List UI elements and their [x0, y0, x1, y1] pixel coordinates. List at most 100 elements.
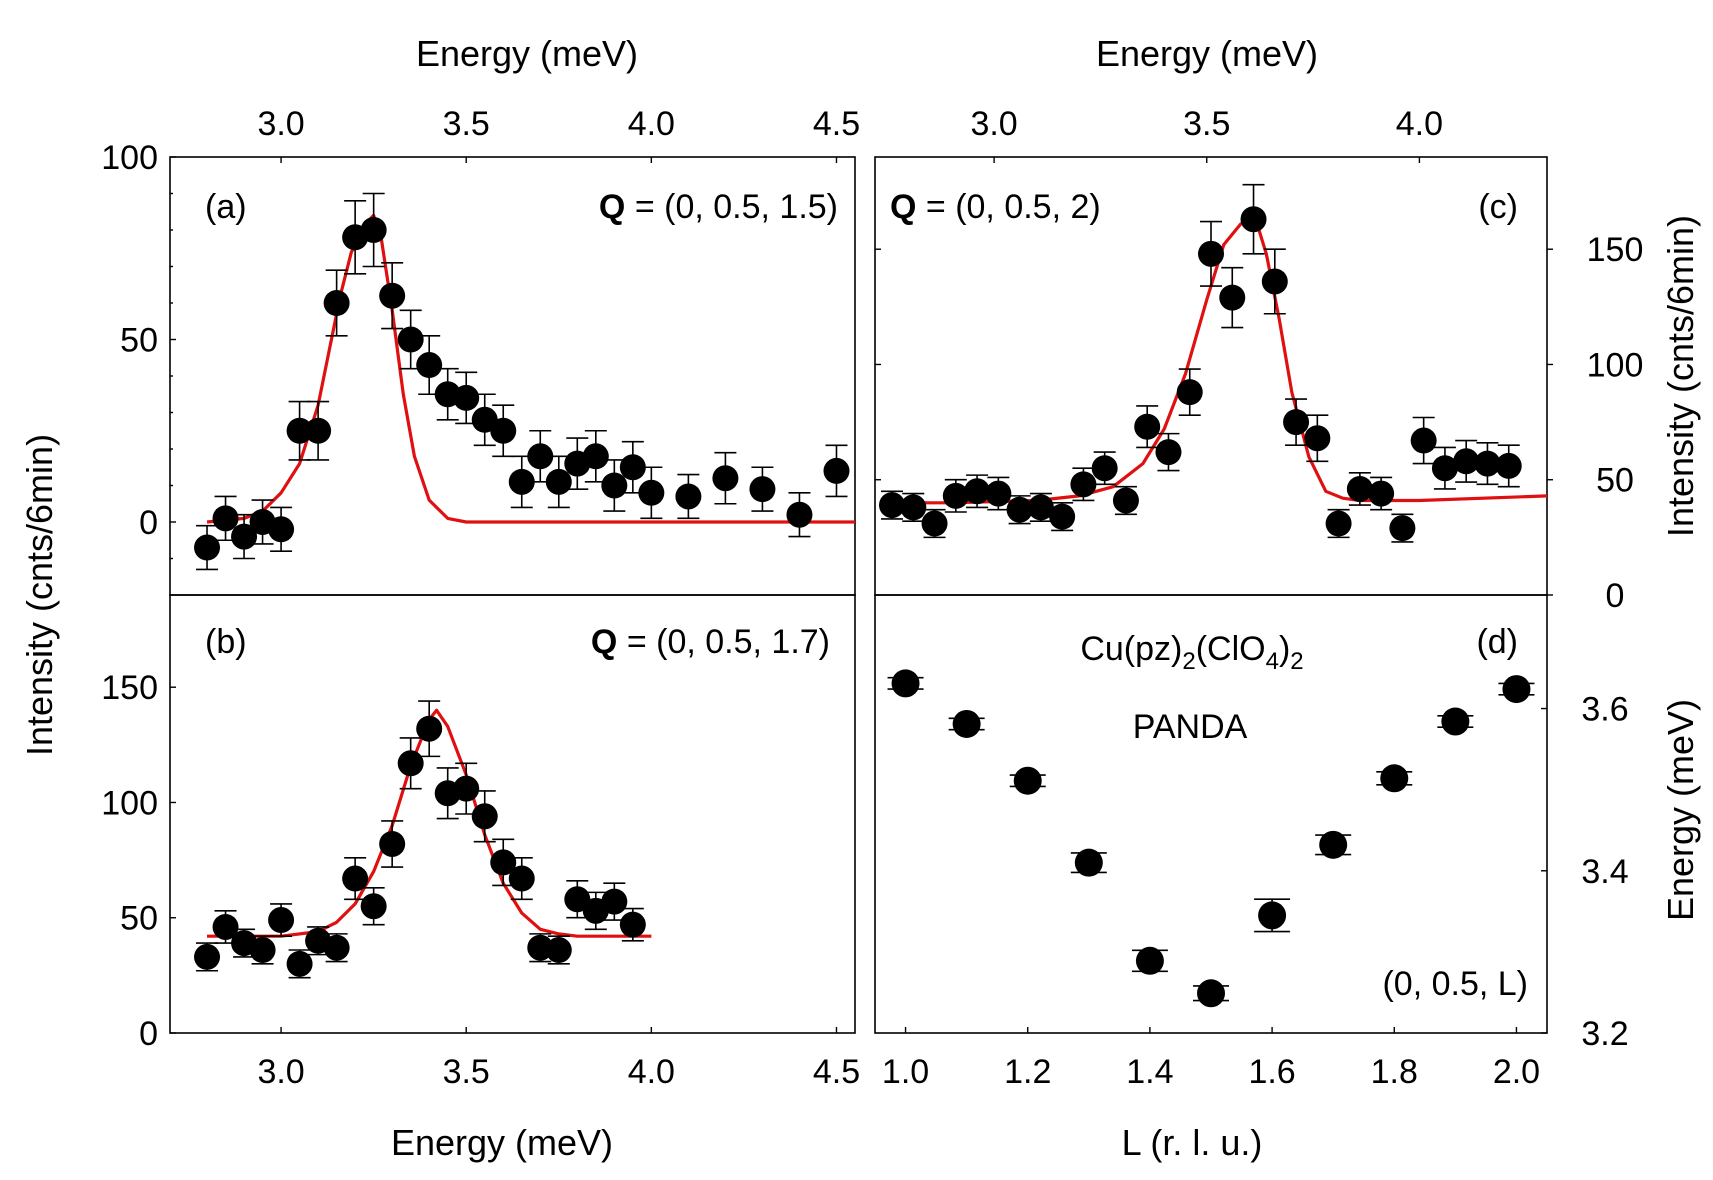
panel-d-data-point [1135, 946, 1164, 975]
panel-b-label: (b) [205, 623, 247, 661]
panel-b-data-point [249, 937, 276, 964]
instrument-label: PANDA [1133, 708, 1248, 746]
panel-a-data-point [786, 501, 813, 528]
panel-d-x-tick-label: 2.0 [1493, 1053, 1540, 1091]
panel-a-data-point [601, 472, 628, 499]
panel-d-x-tick-label: 1.0 [882, 1053, 929, 1091]
panel-a-q-annotation: Q = (0, 0.5, 1.5) [599, 188, 838, 226]
panel-c-data-point [1368, 480, 1395, 507]
panel-d-data-point [1013, 766, 1042, 795]
panel-c-data-point [1346, 475, 1373, 502]
panel-b-data-point [212, 913, 239, 940]
panel-c-data-point [1453, 448, 1480, 475]
panel-c-data-point [1155, 439, 1182, 466]
panel-c-data-point [1027, 494, 1054, 521]
left-axis-title: Intensity (cnts/6min) [19, 434, 60, 756]
panel-b-plot: 0 50 100 150 3.0 3.5 4.0 4.5 [101, 669, 860, 1091]
panel-a-data-point [545, 468, 572, 495]
panel-a-data-point [582, 443, 609, 470]
panel-a-x-tick-label: 3.5 [443, 105, 490, 143]
panel-c-y-tick-label: 0 [1606, 577, 1625, 615]
panel-a-data-point [379, 282, 406, 309]
panel-a-data-point [360, 217, 387, 243]
compound-part-1: Cu(pz) [1080, 630, 1182, 668]
panel-c-data-point [1112, 487, 1139, 514]
panel-c-data-point [1474, 450, 1501, 477]
panel-a-data-point [231, 523, 258, 550]
panel-c-data-point [1091, 455, 1118, 482]
panel-a-data-point [453, 384, 480, 411]
panel-b-data-point [342, 865, 369, 892]
panel-a-data-point [712, 465, 739, 492]
panel-d-x-tick-label: 1.6 [1248, 1053, 1295, 1091]
panel-c-data-point [879, 492, 906, 519]
panel-d-data-point [1074, 848, 1103, 877]
panel-b-y-tick-label: 50 [120, 900, 158, 938]
panel-b-y-tick-label: 0 [139, 1015, 158, 1053]
panel-d-x-tick-label: 1.4 [1126, 1053, 1173, 1091]
panel-b-q-annotation: Q = (0, 0.5, 1.7) [591, 623, 830, 661]
panel-a-data-point [323, 290, 350, 316]
panel-d-data-point [1319, 830, 1348, 859]
panel-c-data-point [1261, 268, 1288, 295]
panel-a-data-point [675, 483, 702, 510]
panel-c-data-point [1006, 496, 1033, 523]
compound-formula: Cu(pz)2(ClO4)2 [1080, 630, 1303, 675]
panel-a-y-tick-label: 50 [120, 322, 158, 360]
bottom-right-axis-title: L (r. l. u.) [1122, 1122, 1263, 1163]
panel-b-data-point [545, 937, 572, 964]
panel-d-data-point [1380, 764, 1409, 793]
panel-c-x-tick-label: 3.0 [970, 105, 1017, 143]
panel-b-data-point [601, 888, 628, 915]
panel-b-data-point [619, 911, 646, 938]
panel-c-data-point [964, 478, 991, 505]
panel-a-data-point [286, 417, 313, 444]
panel-c-data-point [1431, 455, 1458, 482]
panel-c-data-point [1304, 425, 1331, 452]
panel-a-label: (a) [205, 188, 247, 226]
right-bottom-axis-title: Energy (meV) [1660, 699, 1701, 921]
panel-d-data-point [891, 669, 920, 698]
panel-a-data-point [749, 476, 776, 503]
panel-c-data-point [1283, 409, 1310, 436]
panel-c-data-point [1410, 427, 1437, 454]
panel-b-data-point [471, 803, 498, 830]
panel-b-q-symbol: Q [591, 623, 617, 661]
panel-c-data-point [1049, 503, 1076, 530]
panel-c-data-point [1325, 510, 1352, 537]
panel-c-label: (c) [1478, 188, 1518, 226]
panel-c-data-point [1495, 452, 1522, 479]
panel-c-data-point [1389, 515, 1416, 542]
panel-d-data-point [1441, 707, 1470, 736]
panel-b-data-point [508, 865, 535, 892]
panel-a-q-symbol: Q [599, 188, 625, 226]
panel-b-data-point [268, 907, 295, 934]
panel-c-data-point [1198, 240, 1224, 267]
top-right-axis-title: Energy (meV) [1096, 33, 1318, 74]
panel-d-data-point [1197, 979, 1225, 1008]
panel-a-data-point [823, 457, 850, 484]
panel-c-q-annotation: Q = (0, 0.5, 2) [890, 188, 1101, 226]
panel-c-data-point [1240, 206, 1267, 233]
panel-c-data-point [1070, 471, 1097, 498]
panel-c-data-point [1134, 413, 1161, 440]
panel-a-data-point [416, 352, 443, 379]
panel-b-q-value: = (0, 0.5, 1.7) [617, 623, 830, 661]
panel-b-data-point [453, 775, 480, 802]
panel-a-data-point [397, 326, 424, 353]
panel-b-data-point [564, 886, 591, 913]
panel-d-path: (0, 0.5, L) [1382, 965, 1528, 1003]
panel-b-data-point [379, 830, 406, 857]
panel-c-y-tick-label: 150 [1587, 231, 1644, 269]
panel-a-q-value: = (0, 0.5, 1.5) [625, 188, 838, 226]
panel-c-x-tick-label: 3.5 [1183, 105, 1230, 143]
panel-b-y-tick-label: 150 [101, 669, 158, 707]
panel-c-q-symbol: Q [890, 188, 916, 226]
bottom-left-axis-title: Energy (meV) [391, 1122, 613, 1163]
panel-d-data-point [952, 709, 981, 738]
panel-b-data-point [323, 934, 350, 961]
panel-d-frame [874, 594, 1548, 1034]
panel-d-x-tick-label: 1.2 [1004, 1053, 1051, 1091]
compound-part-3: ) [1279, 630, 1290, 668]
